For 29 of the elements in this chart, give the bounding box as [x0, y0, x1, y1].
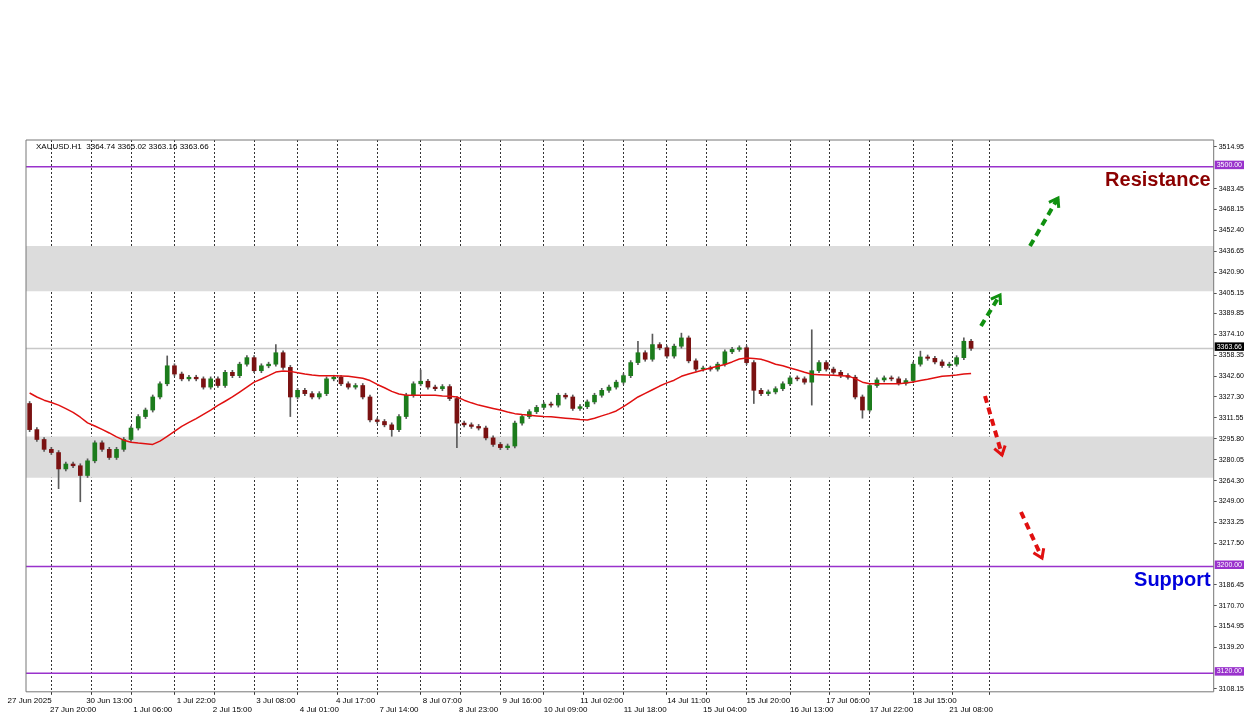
- x-tick-label: 16 Jul 13:00: [789, 705, 835, 715]
- annotation: XAUUSD.H1 3364.74 3365.02 3363.16 3363.66: [36, 142, 210, 152]
- x-tick-label: 17 Jul 06:00: [826, 695, 871, 705]
- x-tick-label: 4 Jul 17:00: [335, 695, 376, 705]
- x-tick-label: 27 Jun 2025: [7, 695, 53, 705]
- x-tick-label: 14 Jul 11:00: [667, 695, 711, 705]
- x-tick-label: 30 Jun 13:00: [86, 695, 133, 705]
- x-tick-label: 17 Jul 22:00: [869, 705, 914, 715]
- x-tick-label: 3 Jul 08:00: [256, 695, 296, 705]
- x-tick-label: 15 Jul 04:00: [703, 705, 748, 715]
- annotation: Resistance: [1105, 168, 1211, 191]
- x-tick-label: 1 Jul 06:00: [133, 705, 173, 715]
- x-tick-label: 18 Jul 15:00: [913, 695, 958, 705]
- candlestick: [418, 369, 424, 387]
- x-tick-label: 9 Jul 16:00: [502, 695, 543, 705]
- x-tick-label: 1 Jul 22:00: [176, 695, 217, 705]
- x-tick-label: 27 Jun 20:00: [49, 705, 97, 715]
- x-tick-label: 11 Jul 18:00: [623, 705, 668, 715]
- x-tick-label: 8 Jul 07:00: [422, 695, 463, 705]
- x-tick-label: 4 Jul 01:00: [299, 705, 340, 715]
- x-tick-label: 8 Jul 23:00: [459, 705, 499, 715]
- x-tick-label: 2 Jul 15:00: [212, 705, 253, 715]
- candlestick: [809, 329, 815, 406]
- x-tick-label: 15 Jul 20:00: [746, 695, 791, 705]
- x-tick-label: 11 Jul 02:00: [580, 695, 624, 705]
- x-tick-label: 21 Jul 08:00: [949, 705, 994, 715]
- x-tick-label: 10 Jul 09:00: [543, 705, 588, 715]
- annotation: Support: [1134, 568, 1212, 591]
- x-tick-label: 7 Jul 14:00: [379, 705, 420, 715]
